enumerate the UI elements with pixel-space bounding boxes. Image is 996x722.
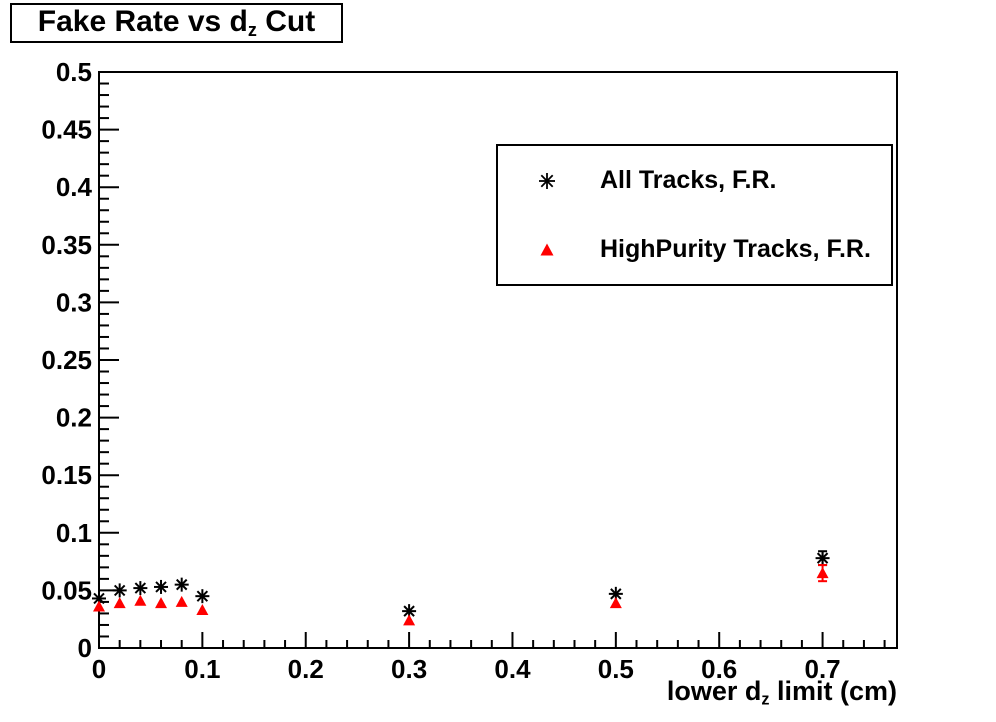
y-tick-label: 0 — [78, 633, 92, 663]
asterisk-marker — [133, 581, 148, 596]
x-tick-label: 0.5 — [598, 654, 634, 684]
triangle-marker — [93, 600, 105, 612]
y-tick-label: 0.25 — [41, 345, 92, 375]
asterisk-marker — [154, 579, 169, 594]
triangle-marker — [196, 603, 209, 615]
asterisk-marker-icon — [539, 172, 555, 189]
plot-title: Fake Rate vs dz Cut — [38, 5, 315, 41]
y-tick-label: 0.1 — [56, 518, 92, 548]
triangle-marker — [816, 567, 829, 579]
legend-entry-highpurity-tracks: HighPurity Tracks, F.R. — [498, 215, 891, 284]
x-axis-ticks: 0 0.1 0.2 0.3 0.4 0.5 0.6 0.7 — [92, 632, 886, 684]
y-tick-label: 0.3 — [56, 287, 92, 317]
plot-title-box: Fake Rate vs dz Cut — [10, 3, 343, 43]
triangle-marker — [134, 594, 147, 606]
x-axis-title-subscript: z — [761, 690, 770, 709]
x-tick-label: 0.3 — [391, 654, 427, 684]
series-highpurity-tracks-f-r- — [93, 564, 829, 626]
asterisk-marker — [815, 551, 830, 566]
series-all-tracks-f-r- — [92, 550, 830, 619]
plot-title-text-2: Cut — [256, 4, 316, 38]
y-tick-label: 0.4 — [56, 172, 93, 202]
y-axis-ticks: 0 0.05 0.1 0.15 0.2 0.25 0.3 0.35 0.4 0.45 0.5 — [41, 57, 119, 663]
asterisk-marker — [112, 583, 127, 598]
x-axis-title-text-2: limit (cm) — [769, 676, 897, 706]
legend-entry-all-tracks: All Tracks, F.R. — [498, 146, 891, 215]
legend-label: All Tracks, F.R. — [600, 166, 777, 194]
x-tick-label: 0.7 — [804, 654, 840, 684]
y-tick-label: 0.15 — [41, 460, 92, 490]
asterisk-marker — [174, 577, 189, 592]
y-tick-label: 0.05 — [41, 575, 92, 605]
y-tick-label: 0.45 — [41, 115, 92, 145]
triangle-marker — [175, 595, 188, 607]
triangle-marker — [403, 614, 416, 626]
x-tick-label: 0.6 — [701, 654, 737, 684]
x-axis-title: lower dz limit (cm) — [667, 676, 897, 710]
triangle-marker — [113, 597, 126, 609]
y-tick-label: 0.2 — [56, 403, 92, 433]
legend: All Tracks, F.R. HighPurity Tracks, F.R. — [496, 144, 893, 286]
plot-title-text: Fake Rate vs d — [37, 4, 248, 38]
x-tick-label: 0.2 — [288, 654, 324, 684]
x-tick-label: 0.4 — [494, 654, 531, 684]
plot-title-subscript: z — [247, 20, 257, 41]
x-tick-label: 0 — [92, 654, 106, 684]
x-tick-label: 0.1 — [184, 654, 220, 684]
triangle-marker-icon — [540, 243, 554, 255]
asterisk-marker — [195, 589, 210, 604]
triangle-marker — [609, 597, 622, 609]
x-axis-title-text: lower d — [666, 676, 762, 706]
triangle-marker — [155, 597, 168, 609]
y-tick-label: 0.35 — [41, 230, 92, 260]
y-tick-label: 0.5 — [56, 57, 92, 87]
legend-label: HighPurity Tracks, F.R. — [600, 235, 871, 263]
